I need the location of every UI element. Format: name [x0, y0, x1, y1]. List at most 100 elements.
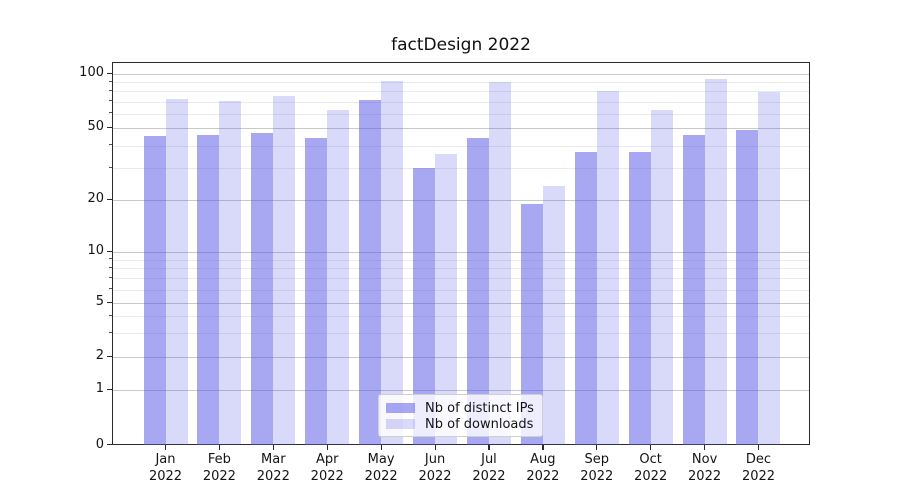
x-tick-mark: [488, 445, 490, 450]
bar: [596, 91, 619, 445]
gridline-minor: [113, 278, 809, 280]
bar: [682, 134, 705, 445]
x-tick-month: Apr: [315, 452, 339, 467]
x-tick-month: Feb: [207, 452, 231, 467]
gridline-minor: [113, 168, 809, 170]
bar: [574, 151, 597, 445]
y-minor-tick-mark: [109, 144, 112, 146]
gridline-minor: [113, 316, 809, 318]
gridline-major: [113, 74, 809, 75]
bar: [650, 109, 673, 445]
y-minor-tick-mark: [109, 288, 112, 290]
bar: [466, 138, 489, 445]
bar: [251, 132, 274, 445]
x-tick-label: Dec 2022: [728, 451, 788, 485]
y-minor-tick-mark: [109, 112, 112, 114]
x-tick-mark: [326, 445, 328, 450]
x-tick-mark: [757, 445, 760, 450]
x-tick-month: Jun: [424, 452, 446, 467]
y-minor-tick-mark: [109, 166, 112, 168]
bar: [520, 203, 543, 445]
gridline-minor: [113, 101, 809, 103]
x-tick-year: 2022: [526, 469, 560, 484]
x-tick-label: Nov 2022: [675, 451, 735, 485]
bar: [197, 134, 220, 445]
y-tick-label: 100: [79, 65, 104, 80]
y-tick-mark: [107, 198, 112, 200]
x-tick-month: Aug: [530, 452, 556, 467]
bar: [143, 136, 166, 445]
x-tick-month: Jul: [481, 452, 497, 467]
gridline-major: [113, 200, 809, 201]
gridline-major: [113, 303, 809, 304]
x-tick-label: Jan 2022: [136, 451, 196, 485]
y-tick-mark: [107, 355, 112, 357]
y-minor-tick-mark: [109, 80, 112, 82]
legend-item: Nb of downloads: [386, 416, 534, 432]
gridline-minor: [113, 268, 809, 270]
legend-swatch: [386, 403, 415, 413]
y-tick-label: 10: [87, 243, 104, 258]
y-tick-mark: [107, 126, 112, 128]
x-tick-mark: [596, 445, 598, 450]
y-tick-mark: [107, 250, 112, 252]
bar: [359, 99, 382, 445]
x-tick-month: Oct: [639, 452, 662, 467]
y-tick-label: 0: [95, 436, 104, 452]
x-tick-year: 2022: [256, 469, 290, 484]
x-tick-mark: [542, 445, 544, 450]
legend-label: Nb of distinct IPs: [425, 400, 534, 416]
legend-item: Nb of distinct IPs: [386, 400, 534, 416]
bar: [273, 96, 296, 445]
legend-label: Nb of downloads: [425, 416, 534, 432]
x-tick-month: Sep: [584, 452, 610, 467]
chart-title: factDesign 2022: [391, 35, 531, 55]
x-tick-month: May: [367, 452, 395, 467]
x-tick-label: Oct 2022: [621, 451, 681, 485]
x-tick-label: Jul 2022: [459, 451, 519, 485]
x-tick-year: 2022: [202, 469, 236, 484]
y-minor-tick-mark: [109, 89, 112, 92]
legend: Nb of distinct IPs Nb of downloads: [378, 394, 543, 437]
gridline-minor: [113, 259, 809, 261]
x-tick-mark: [434, 445, 436, 450]
gridline-major: [113, 128, 809, 129]
x-tick-label: Sep 2022: [567, 451, 627, 485]
legend-swatch: [386, 419, 415, 429]
gridline-major: [113, 252, 809, 253]
gridline-minor: [113, 113, 809, 115]
gridline-major: [113, 357, 809, 358]
bar: [165, 98, 188, 445]
bar: [628, 151, 651, 445]
x-tick-mark: [650, 445, 652, 450]
x-tick-year: 2022: [418, 469, 452, 484]
y-tick-mark: [107, 301, 112, 303]
y-tick-mark: [107, 444, 112, 446]
x-tick-year: 2022: [741, 469, 776, 484]
y-minor-tick-mark: [109, 331, 112, 333]
x-tick-month: Jan: [155, 452, 176, 467]
gridline-minor: [113, 333, 809, 335]
y-minor-tick-mark: [109, 276, 112, 278]
y-tick-mark: [107, 72, 112, 74]
x-tick-mark: [218, 445, 221, 450]
x-tick-label: Apr 2022: [297, 451, 357, 485]
y-minor-tick-mark: [109, 314, 112, 316]
bar: [413, 168, 436, 445]
bar: [758, 92, 781, 445]
x-tick-mark: [165, 445, 167, 450]
x-tick-label: Jun 2022: [405, 451, 465, 485]
x-tick-month: Mar: [261, 452, 286, 467]
gridline-minor: [113, 289, 809, 291]
bar: [327, 109, 350, 445]
bar: [736, 129, 759, 445]
x-tick-month: Dec: [745, 452, 772, 467]
bar: [381, 81, 404, 445]
plot-area: [112, 62, 810, 445]
x-tick-year: 2022: [634, 469, 668, 484]
x-tick-mark: [704, 445, 706, 450]
gridline-minor: [113, 145, 809, 147]
bar: [219, 100, 242, 445]
x-tick-label: Mar 2022: [243, 451, 303, 485]
